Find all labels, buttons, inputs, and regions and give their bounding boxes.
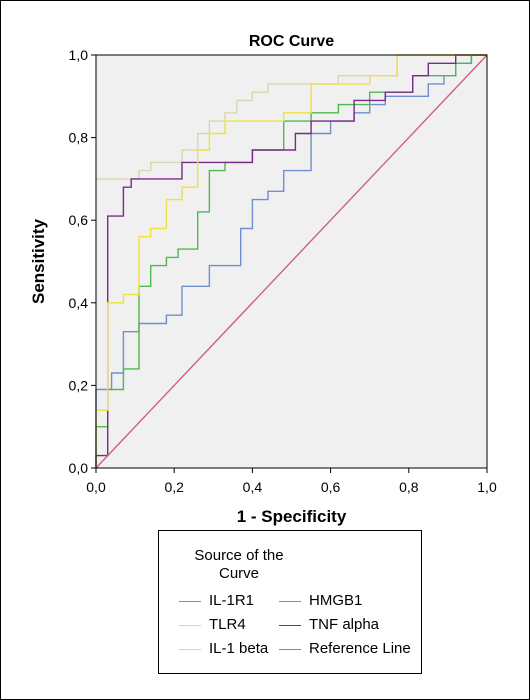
x-tick-label: 0,6	[321, 479, 341, 495]
legend-swatch	[279, 649, 301, 650]
y-tick-label: 0,6	[69, 212, 89, 228]
x-tick-label: 1,0	[477, 479, 497, 495]
curve-tnf-alpha	[95, 54, 487, 468]
y-tick-label: 0,0	[69, 460, 89, 476]
legend-swatch	[279, 601, 301, 602]
x-tick-label: 0,8	[399, 479, 419, 495]
curves-layer	[95, 54, 488, 469]
legend-label: TLR4	[209, 616, 246, 633]
roc-chart: 0,0 0,2 0,4 0,6 0,8 1,0 0,0 0,2 0,4 0,6 0,8 1,0 ROC…	[29, 33, 497, 526]
legend-label: HMGB1	[309, 592, 363, 609]
y-tick-label: 1,0	[69, 47, 89, 63]
legend-swatch	[179, 625, 201, 626]
y-tick-label: 0,8	[69, 130, 89, 146]
x-tick-label: 0,2	[164, 479, 184, 495]
legend-label: Reference Line	[309, 640, 411, 657]
legend-label: IL-1 beta	[209, 640, 269, 657]
x-tick-label: 0,0	[86, 479, 106, 495]
x-axis-title: 1 - Specificity	[237, 507, 347, 526]
ticks-layer: 0,0 0,2 0,4 0,6 0,8 1,0 0,0 0,2 0,4 0,6 0,8 1,0	[69, 47, 497, 495]
chart-title: ROC Curve	[249, 33, 334, 50]
legend-label: TNF alpha	[309, 616, 380, 633]
curve-reference-line	[95, 54, 488, 469]
plot-border	[95, 54, 488, 469]
x-tick-label: 0,4	[243, 479, 263, 495]
curve-tlr4	[96, 54, 487, 180]
legend-swatch	[179, 649, 201, 650]
legend-label: IL-1R1	[209, 592, 255, 609]
y-tick-label: 0,2	[69, 377, 89, 393]
legend-title: Source of the Curve	[194, 547, 284, 582]
curve-il-1-beta	[95, 54, 487, 468]
legend-swatch	[179, 601, 201, 602]
legend-swatch	[279, 625, 301, 626]
legend: Source of the Curve IL-1R1 HMGB1 TLR4 TNF a…	[158, 530, 422, 674]
y-axis-title: Sensitivity	[29, 218, 48, 304]
y-tick-label: 0,4	[69, 295, 89, 311]
